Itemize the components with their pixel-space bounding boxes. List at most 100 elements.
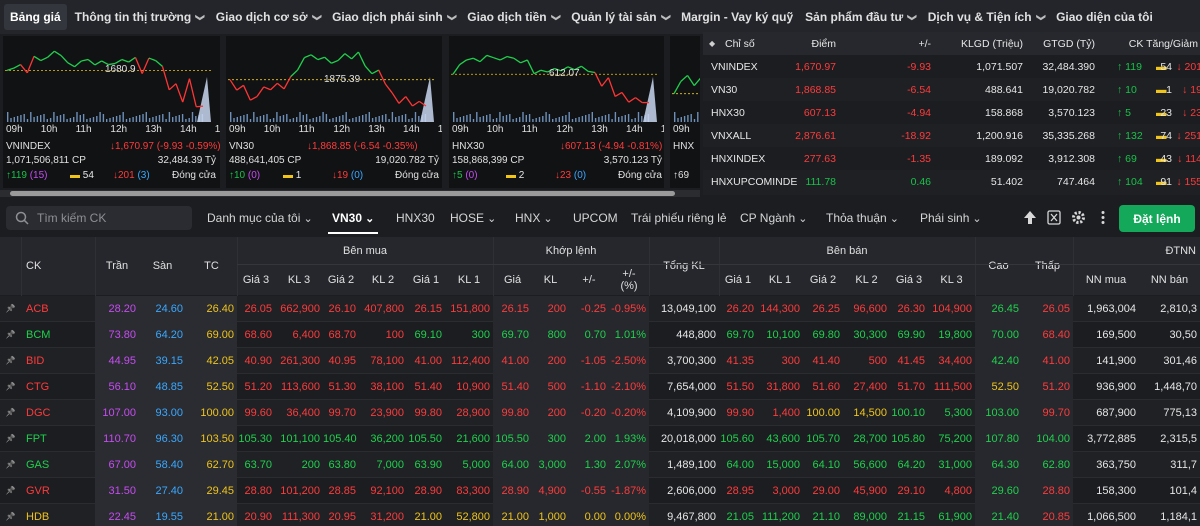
col-header-bv1[interactable]: KL 1: [445, 265, 493, 295]
col-header-s3[interactable]: Giá 3: [890, 265, 928, 295]
col-header-bv2[interactable]: KL 2: [359, 265, 407, 295]
nav-item-3[interactable]: Giao dịch phái sinh ❯: [326, 0, 461, 34]
tab-hnx[interactable]: HNX ⌄: [515, 211, 553, 225]
col-header-nnsell[interactable]: NN bán: [1139, 265, 1200, 295]
nav-item-9[interactable]: Giao diện của tôi: [1050, 0, 1159, 34]
nav-item-5[interactable]: Quản lý tài sản ❯: [565, 0, 675, 34]
pin-icon[interactable]: 📌: [5, 512, 16, 521]
index-col-header[interactable]: +/-: [918, 37, 931, 50]
col-header-low[interactable]: Thấp: [1022, 237, 1073, 295]
index-row[interactable]: HNXINDEX 277.63 -1.35 189.092 3,912.308 ↑ 69 ▬…: [703, 147, 1200, 170]
cell-ck[interactable]: DGC: [26, 407, 51, 419]
index-col-header[interactable]: GTGD (Tỷ): [1043, 37, 1095, 50]
more-vertical-icon[interactable]: [1099, 210, 1107, 225]
tab-vn30[interactable]: VN30 ⌄: [328, 211, 379, 234]
col-header-ck[interactable]: CK: [21, 237, 95, 295]
cell-ck[interactable]: GVR: [26, 485, 50, 497]
col-header-chg[interactable]: +/-: [569, 265, 609, 295]
table-row[interactable]: 📌 GAS 67.00 58.40 62.70 63.70 200 63.80 7,000 63.…: [0, 452, 1200, 478]
col-header-b3[interactable]: Giá 3: [237, 265, 275, 295]
search-input[interactable]: Tìm kiếm CK: [37, 211, 107, 225]
index-row[interactable]: VNINDEX 1,670.97 -9.93 1,071.507 32,484.390 ↑…: [703, 55, 1200, 78]
col-header-ref[interactable]: TC: [186, 237, 237, 295]
minichart-hnx[interactable]: 09h HNX ↑69: [670, 36, 700, 188]
col-header-price[interactable]: Giá: [493, 265, 532, 295]
nav-item-1[interactable]: Thông tin thị trường ❯: [69, 0, 210, 34]
cell-ck[interactable]: GAS: [26, 459, 50, 471]
pin-icon[interactable]: 📌: [5, 460, 16, 469]
index-point: 111.78: [805, 175, 836, 188]
nav-item-8[interactable]: Dịch vụ & Tiện ích ❯: [922, 0, 1050, 34]
col-header-nnbuy[interactable]: NN mua: [1073, 265, 1139, 295]
col-header-b2[interactable]: Giá 2: [323, 265, 359, 295]
table-row[interactable]: 📌 GVR 31.50 27.40 29.45 28.80 101,200 28.85 92,1…: [0, 478, 1200, 504]
col-header-sv3[interactable]: KL 3: [928, 265, 975, 295]
tab-hose[interactable]: HOSE ⌄: [450, 211, 496, 225]
index-row[interactable]: HNXUPCOMINDE 111.78 0.46 51.402 747.464 ↑ 104…: [703, 170, 1200, 193]
nav-item-2[interactable]: Giao dịch cơ sở ❯: [210, 0, 326, 34]
pin-icon[interactable]: 📌: [5, 408, 16, 417]
col-header-sv2[interactable]: KL 2: [843, 265, 890, 295]
cell-ck[interactable]: HDB: [26, 511, 50, 523]
table-row[interactable]: 📌 BCM 73.80 64.20 69.00 68.60 6,400 68.70 100 69.…: [0, 322, 1200, 348]
cell-sv1: 3,000: [772, 485, 800, 497]
tab-danh-mục-của-tôi[interactable]: Danh mục của tôi ⌄: [207, 211, 313, 225]
pin-icon[interactable]: 📌: [5, 382, 16, 391]
tab-trái-phiếu-riêng-lẻ[interactable]: Trái phiếu riêng lẻ: [631, 211, 727, 225]
search-box[interactable]: Tìm kiếm CK: [6, 206, 192, 230]
col-header-b1[interactable]: Giá 1: [407, 265, 445, 295]
pin-icon[interactable]: 📌: [5, 330, 16, 339]
table-row[interactable]: 📌 BID 44.95 39.15 42.05 40.90 261,300 40.95 78,1…: [0, 348, 1200, 374]
col-header-total[interactable]: Tổng KL: [649, 237, 719, 295]
cell-bv3: 36,400: [286, 407, 320, 419]
pin-icon[interactable]: 📌: [5, 434, 16, 443]
col-header-ceil[interactable]: Trần: [95, 237, 139, 295]
index-row[interactable]: HNX30 607.13 -4.94 158.868 3,570.123 ↑ 5 ▬ 23 ↓ …: [703, 101, 1200, 124]
col-header-high[interactable]: Cao: [975, 237, 1022, 295]
pin-icon[interactable]: 📌: [5, 486, 16, 495]
nav-item-6[interactable]: Margin - Vay ký quỹ: [675, 0, 799, 34]
tab-hnx30[interactable]: HNX30: [396, 211, 435, 225]
minichart-vnindex[interactable]: 1680.9 09h 10h 11h 12h 13h 14h 15h VNINDEX↓1,670…: [3, 36, 220, 188]
index-row[interactable]: VNXALL 2,876.61 -18.92 1,200.916 35,335.268 ↑…: [703, 124, 1200, 147]
col-header-s1[interactable]: Giá 1: [719, 265, 757, 295]
tab-phái-sinh[interactable]: Phái sinh ⌄: [920, 211, 982, 225]
table-row[interactable]: 📌 FPT 110.70 96.30 103.50 105.30 101,100 105.40…: [0, 426, 1200, 452]
tab-thỏa-thuận[interactable]: Thỏa thuận ⌄: [826, 211, 899, 225]
col-header-bv3[interactable]: KL 3: [275, 265, 323, 295]
tab-cp-ngành[interactable]: CP Ngành ⌄: [740, 211, 807, 225]
index-col-header[interactable]: KLGD (Triệu): [960, 37, 1023, 50]
col-header-s2[interactable]: Giá 2: [803, 265, 843, 295]
table-row[interactable]: 📌 ACB 28.20 24.60 26.40 26.05 662,900 26.10 407,…: [0, 296, 1200, 322]
table-row[interactable]: 📌 CTG 56.10 48.85 52.50 51.20 113,600 51.30 38,1…: [0, 374, 1200, 400]
arrow-up-icon[interactable]: [1023, 210, 1037, 225]
minichart-scrollbar[interactable]: [0, 190, 700, 197]
scrollbar-thumb[interactable]: [10, 191, 675, 196]
table-row[interactable]: 📌 DGC 107.00 93.00 100.00 99.60 36,400 99.70 23,…: [0, 400, 1200, 426]
index-row[interactable]: VN30 1,868.85 -6.54 488.641 19,020.782 ↑ 10 ▬ 1…: [703, 78, 1200, 101]
index-col-header[interactable]: CK Tăng/Giảm: [1128, 37, 1198, 50]
tab-upcom[interactable]: UPCOM: [573, 211, 618, 225]
index-col-header[interactable]: Chỉ số: [725, 37, 755, 50]
pin-icon[interactable]: 📌: [5, 304, 16, 313]
col-header-sv1[interactable]: KL 1: [757, 265, 803, 295]
index-col-header[interactable]: Điểm: [811, 37, 836, 50]
nav-item-4[interactable]: Giao dịch tiền ❯: [461, 0, 565, 34]
minichart-vn30[interactable]: 1875.39 09h 10h 11h 12h 13h 14h 15h VN30↓1,868.8…: [226, 36, 442, 188]
pin-icon[interactable]: 📌: [5, 356, 16, 365]
cell-ck[interactable]: CTG: [26, 381, 50, 393]
cell-ck[interactable]: FPT: [26, 433, 47, 445]
gear-icon[interactable]: [1071, 210, 1086, 225]
col-header-pct[interactable]: +/- (%): [609, 265, 649, 295]
nav-item-0[interactable]: Bảng giá: [4, 4, 67, 30]
minichart-hnx30[interactable]: 612.07 09h 10h 11h 12h 13h 14h 15h HNX30↓607.13 …: [449, 36, 664, 188]
excel-icon[interactable]: [1047, 210, 1061, 225]
col-header-kl[interactable]: KL: [532, 265, 569, 295]
nav-item-7[interactable]: Sản phẩm đầu tư ❯: [799, 0, 922, 34]
place-order-button[interactable]: Đặt lệnh: [1119, 205, 1195, 232]
cell-ck[interactable]: BID: [26, 355, 45, 367]
cell-ck[interactable]: ACB: [26, 303, 49, 315]
cell-ck[interactable]: BCM: [26, 329, 51, 341]
col-header-floor[interactable]: Sàn: [139, 237, 186, 295]
table-row[interactable]: 📌 HDB 22.45 19.55 21.00 20.90 111,300 20.95 31,2…: [0, 504, 1200, 526]
